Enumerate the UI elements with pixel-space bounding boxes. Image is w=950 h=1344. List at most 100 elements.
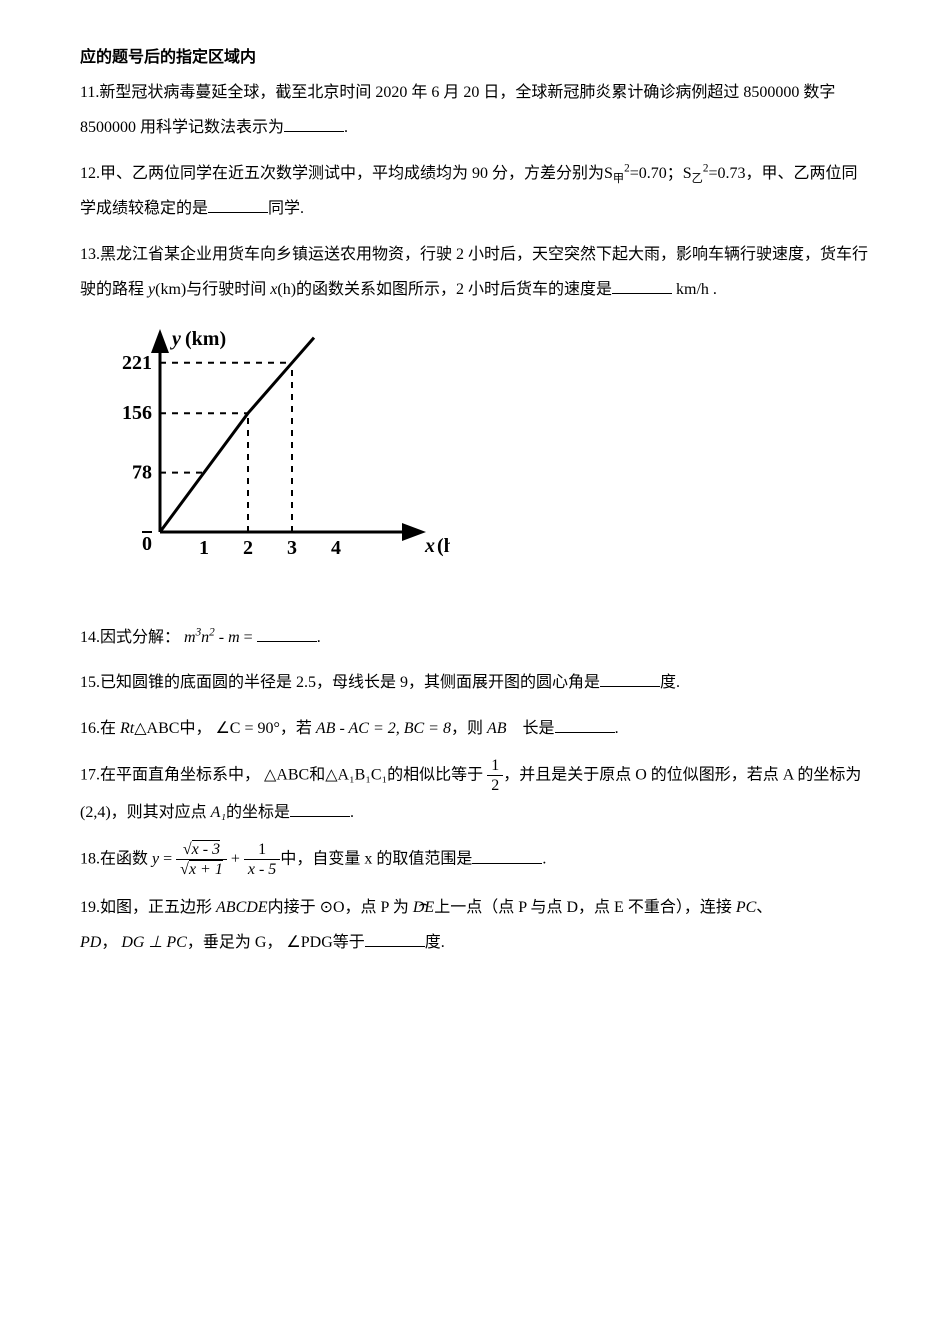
line-chart-svg: y(km) x(h) 0 78 156 221 1 2 3 4 (100, 327, 450, 567)
q-text: 如图，正五边形 (100, 899, 212, 916)
q-text: 中， (179, 720, 211, 737)
blank (612, 278, 672, 294)
rt-triangle: Rt△ABC (120, 720, 179, 737)
q-text: 、 (756, 899, 772, 916)
q-text: ，若 (280, 720, 312, 737)
q-text: 度. (425, 934, 445, 951)
expr: m3n2 - m = (184, 629, 257, 646)
q-text: ，点 P 为 (345, 899, 409, 916)
q-text: 与行驶时间 (186, 281, 266, 298)
ab: AB (487, 720, 507, 737)
svg-text:(h): (h) (437, 535, 450, 557)
q-text: 上一点（点 P 与点 D，点 E 不重合），连接 (434, 899, 732, 916)
dg-perp-pc: DG ⊥ PC (121, 934, 187, 951)
fraction-half: 12 (487, 756, 503, 795)
variance-1: S甲2=0.70； (604, 165, 683, 182)
svg-text:3: 3 (287, 537, 297, 559)
q-text: 中，自变量 x 的取值范围是 (280, 851, 472, 868)
svg-text:1: 1 (199, 537, 209, 559)
question-16: 16.在 Rt△ABC中， ∠C = 90°，若 AB - AC = 2, BC… (80, 711, 870, 746)
question-11: 11.新型冠状病毒蔓延全球，截至北京时间 2020 年 6 月 20 日，全球新… (80, 75, 870, 145)
q-text: 的坐标是 (226, 804, 290, 821)
q-text: . (350, 804, 354, 821)
svg-text:221: 221 (122, 352, 152, 374)
question-14: 14.因式分解： m3n2 - m = . (80, 620, 870, 655)
fraction-1: √x - 3√x + 1 (176, 840, 227, 879)
blank (257, 626, 317, 642)
blank (600, 671, 660, 687)
q-text: 在函数 (100, 851, 148, 868)
pc: PC (736, 899, 756, 916)
svg-text:2: 2 (243, 537, 253, 559)
section-header: 应的题号后的指定区域内 (80, 40, 870, 75)
q-text: 新型冠状病毒蔓延全球，截至北京时间 2020 年 6 月 20 日，全球新冠肺炎… (80, 84, 835, 136)
blank (284, 116, 344, 132)
svg-text:x: x (424, 535, 435, 557)
angle-pdg: ∠PDG (286, 934, 332, 951)
blank (555, 717, 615, 733)
q-text: ，垂足为 G， (187, 934, 283, 951)
q-text: 和 (309, 766, 325, 783)
a1: A₁ (211, 804, 226, 821)
q-text: . (317, 629, 321, 646)
triangle-a1b1c1: △A₁B₁C₁ (325, 766, 387, 783)
chart: y(km) x(h) 0 78 156 221 1 2 3 4 (100, 327, 870, 580)
blank (290, 801, 350, 817)
svg-text:156: 156 (122, 402, 152, 424)
angle-c: ∠C = 90° (215, 720, 279, 737)
y-unit: (km) (155, 281, 186, 298)
q-text: . (615, 720, 619, 737)
ab-ac-bc: AB - AC = 2, BC = 8 (316, 720, 451, 737)
q-text: 在平面直角坐标系中， (100, 766, 260, 783)
q-text: 甲、乙两位同学在近五次数学测试中，平均成绩均为 90 分，方差分别为 (100, 165, 604, 182)
q-text: ，则 (451, 720, 483, 737)
q-text: 同学. (268, 200, 304, 217)
q-text: 长是 (507, 720, 555, 737)
coord: (2,4) (80, 804, 111, 821)
q-text: 度. (660, 674, 680, 691)
q-text: 的坐标为 (797, 766, 861, 783)
pd: PD (80, 934, 101, 951)
q-text: . (542, 851, 546, 868)
q-text: 内接于 (268, 899, 316, 916)
q-num: 14. (80, 629, 100, 646)
q-text: 的函数关系如图所示，2 小时后货车的速度是 (296, 281, 612, 298)
svg-text:4: 4 (331, 537, 341, 559)
triangle-abc: △ABC (264, 766, 309, 783)
question-18: 18.在函数 y = √x - 3√x + 1 + 1x - 5中，自变量 x … (80, 840, 870, 879)
svg-text:0: 0 (142, 533, 152, 555)
svg-text:(km): (km) (185, 328, 226, 350)
svg-text:78: 78 (132, 462, 152, 484)
q-text: ，并且是关于原点 O 的位似图形，若点 A (503, 766, 793, 783)
q-num: 16. (80, 720, 100, 737)
blank (365, 931, 425, 947)
q-text: 已知圆锥的底面圆的半径是 2.5，母线长是 9，其侧面展开图的圆心角是 (100, 674, 600, 691)
blank (472, 848, 542, 864)
question-17: 17.在平面直角坐标系中， △ABC和△A₁B₁C₁的相似比等于 12，并且是关… (80, 756, 870, 831)
q-text: 的相似比等于 (387, 766, 483, 783)
q-num: 17. (80, 766, 100, 783)
question-12: 12.甲、乙两位同学在近五次数学测试中，平均成绩均为 90 分，方差分别为S甲2… (80, 156, 870, 227)
question-19: 19.如图，正五边形 ABCDE内接于 ⊙O，点 P 为 ⌢DE上一点（点 P … (80, 890, 870, 960)
q-num: 12. (80, 165, 100, 182)
circle-o: ⊙O (320, 899, 345, 916)
q-text: 等于 (333, 934, 365, 951)
q-text: . (344, 119, 348, 136)
fraction-2: 1x - 5 (244, 840, 280, 879)
variance-2: S乙2=0.73 (683, 165, 746, 182)
svg-text:y: y (170, 328, 181, 350)
q-num: 13. (80, 246, 100, 263)
question-13: 13.黑龙江省某企业用货车向乡镇运送农用物资，行驶 2 小时后，天空突然下起大雨… (80, 237, 870, 307)
q-num: 11. (80, 84, 99, 101)
q-text: ，则其对应点 (111, 804, 207, 821)
question-15: 15.已知圆锥的底面圆的半径是 2.5，母线长是 9，其侧面展开图的圆心角是 度. (80, 665, 870, 700)
q-num: 18. (80, 851, 100, 868)
blank (208, 197, 268, 213)
arc-de: ⌢DE (413, 899, 434, 916)
x-unit: (h) (277, 281, 296, 298)
pentagon: ABCDE (216, 899, 268, 916)
q-num: 19. (80, 899, 100, 916)
q-text: km/h . (672, 281, 717, 298)
q-text: 因式分解： (100, 629, 180, 646)
q-num: 15. (80, 674, 100, 691)
